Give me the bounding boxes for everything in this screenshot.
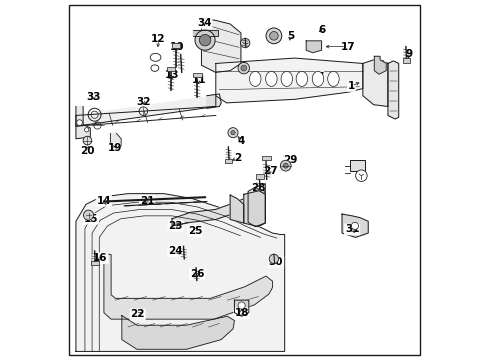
Polygon shape [172,190,264,226]
Text: 33: 33 [86,92,101,102]
Circle shape [283,163,287,168]
Text: 31: 31 [344,225,359,234]
Polygon shape [362,58,387,107]
Text: 34: 34 [197,18,211,28]
Polygon shape [76,107,90,139]
Text: 16: 16 [93,253,107,263]
Text: 13: 13 [164,70,179,80]
Polygon shape [341,214,367,237]
Text: 26: 26 [189,269,204,279]
Circle shape [265,28,281,44]
Text: 4: 4 [238,136,245,145]
Text: 19: 19 [107,143,122,153]
Text: 1: 1 [347,81,354,91]
Polygon shape [76,96,215,126]
Text: 23: 23 [168,221,183,231]
Circle shape [199,35,210,46]
Circle shape [238,302,244,309]
Text: 25: 25 [187,226,202,236]
Ellipse shape [265,71,277,86]
Circle shape [83,136,92,145]
Circle shape [280,160,290,171]
Text: 20: 20 [80,145,95,156]
Circle shape [241,65,246,71]
Circle shape [230,131,235,135]
Text: 12: 12 [151,35,165,44]
Text: 32: 32 [136,97,150,107]
Ellipse shape [327,71,339,86]
FancyBboxPatch shape [255,174,264,179]
Circle shape [355,170,366,181]
Text: 11: 11 [191,75,205,85]
Ellipse shape [296,71,307,86]
Text: 21: 21 [140,196,154,206]
FancyBboxPatch shape [192,73,202,77]
Text: 28: 28 [251,183,265,193]
Polygon shape [230,195,244,223]
FancyBboxPatch shape [402,58,409,63]
Text: 14: 14 [97,196,111,206]
Text: 30: 30 [268,257,283,267]
Text: 18: 18 [234,309,248,318]
Polygon shape [104,253,272,319]
Text: 8: 8 [377,59,385,69]
FancyBboxPatch shape [224,159,232,163]
Text: 17: 17 [341,42,355,51]
Text: 27: 27 [263,166,277,176]
Polygon shape [247,184,265,226]
Ellipse shape [281,71,292,86]
Text: 22: 22 [130,310,144,319]
Text: 5: 5 [286,31,293,41]
Circle shape [227,128,238,138]
Circle shape [269,32,278,40]
Circle shape [238,62,249,74]
Circle shape [351,222,358,229]
FancyBboxPatch shape [172,43,180,48]
Polygon shape [76,194,284,351]
Text: 9: 9 [405,49,412,59]
Text: 24: 24 [168,246,183,256]
FancyBboxPatch shape [262,156,270,160]
Polygon shape [244,191,265,226]
Polygon shape [201,19,241,72]
Polygon shape [192,31,217,38]
Polygon shape [206,94,221,108]
Text: 2: 2 [233,153,241,163]
Polygon shape [122,316,234,349]
Ellipse shape [249,71,261,86]
Polygon shape [215,58,362,103]
Text: 3: 3 [354,161,362,171]
Circle shape [83,210,93,220]
Text: 29: 29 [283,155,297,165]
Circle shape [77,120,82,126]
Circle shape [84,128,89,132]
Text: 10: 10 [169,42,184,51]
Text: 6: 6 [318,25,325,35]
FancyBboxPatch shape [91,261,99,265]
Text: 15: 15 [83,214,98,224]
Text: 7: 7 [315,72,323,82]
Polygon shape [234,300,248,316]
Ellipse shape [312,71,323,86]
Polygon shape [373,56,386,74]
FancyBboxPatch shape [349,160,364,171]
Polygon shape [110,134,121,148]
FancyBboxPatch shape [167,67,175,71]
Polygon shape [305,41,321,53]
Circle shape [240,39,249,48]
Circle shape [195,30,215,50]
Polygon shape [387,61,398,119]
Circle shape [269,254,278,264]
